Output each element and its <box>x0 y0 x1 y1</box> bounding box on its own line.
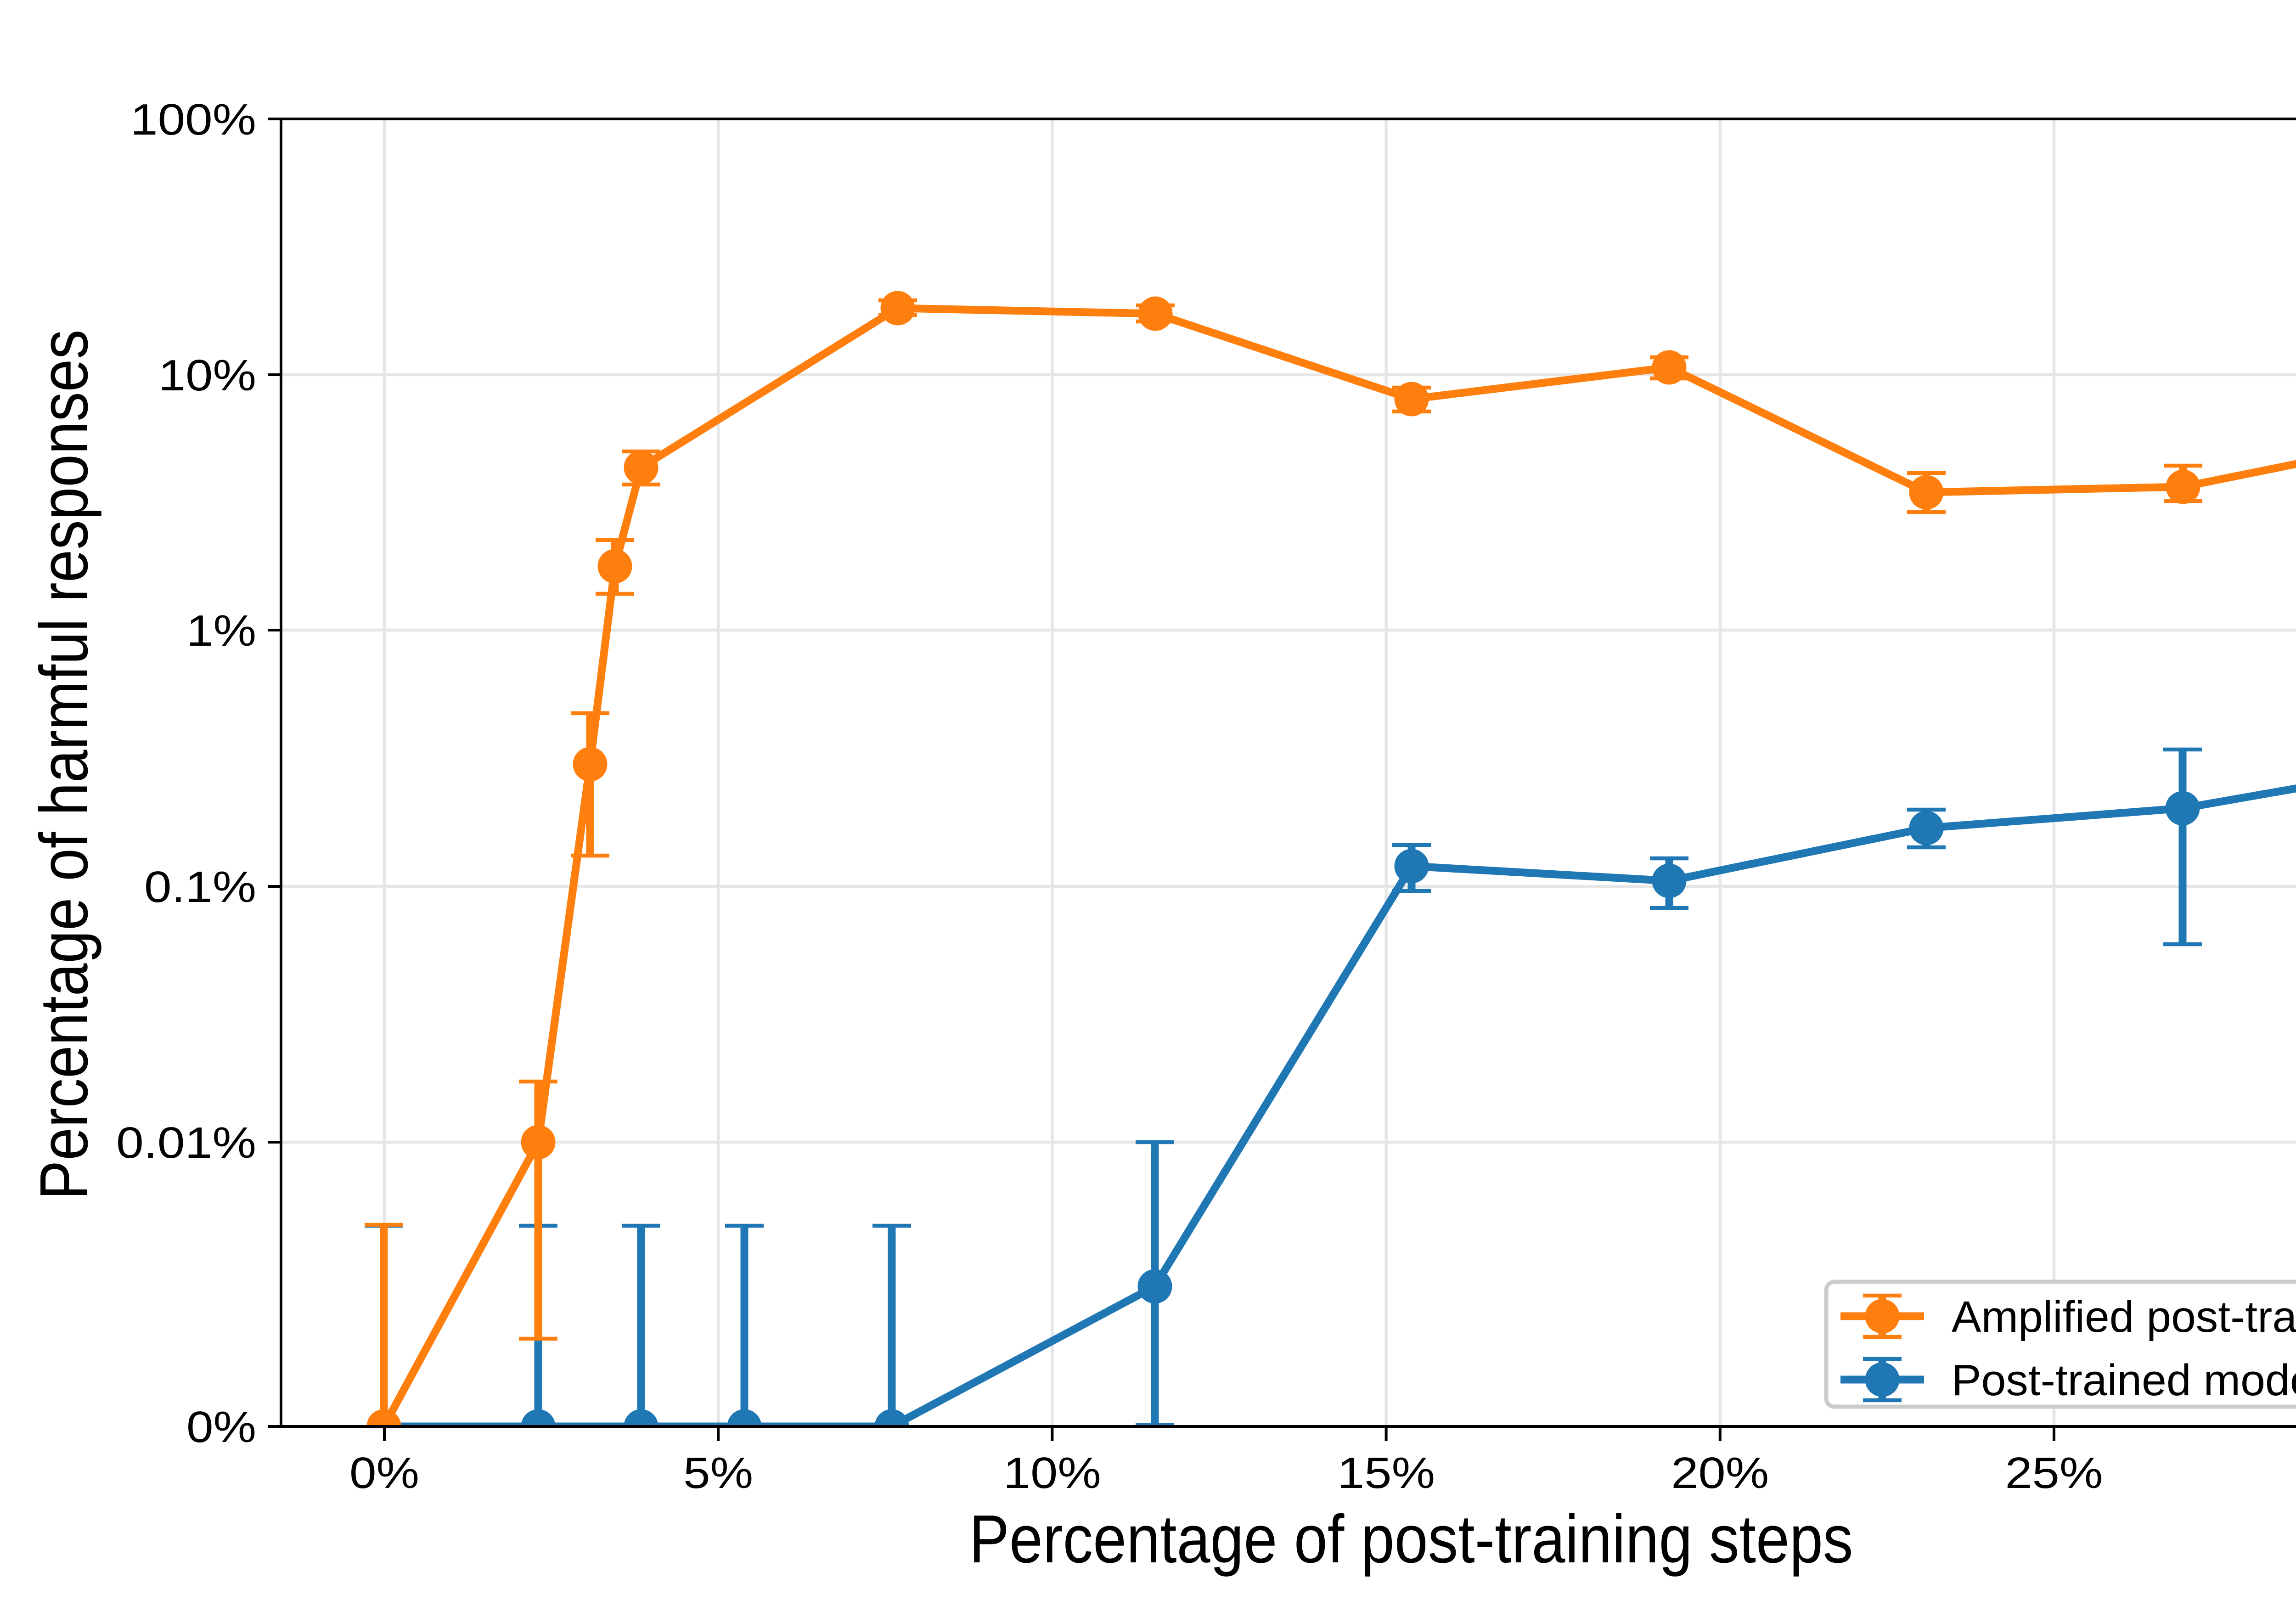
svg-text:10%: 10% <box>158 351 256 400</box>
svg-text:0%: 0% <box>186 1403 256 1452</box>
svg-text:20%: 20% <box>1671 1448 1769 1498</box>
svg-text:10%: 10% <box>1003 1448 1101 1498</box>
svg-text:5%: 5% <box>683 1448 753 1498</box>
svg-text:Percentage of harmful response: Percentage of harmful responses <box>26 330 102 1200</box>
svg-text:Amplified post-trained model: Amplified post-trained model <box>1952 1292 2296 1341</box>
svg-text:0.1%: 0.1% <box>144 862 256 912</box>
svg-text:Percentage of post-training st: Percentage of post-training steps <box>969 1501 1853 1577</box>
svg-text:0.01%: 0.01% <box>116 1118 256 1167</box>
svg-text:25%: 25% <box>2005 1448 2103 1498</box>
svg-text:1%: 1% <box>186 606 256 655</box>
svg-text:Post-trained model: Post-trained model <box>1952 1356 2296 1405</box>
svg-text:15%: 15% <box>1337 1448 1435 1498</box>
svg-text:0%: 0% <box>349 1448 419 1498</box>
svg-text:100%: 100% <box>130 95 256 144</box>
